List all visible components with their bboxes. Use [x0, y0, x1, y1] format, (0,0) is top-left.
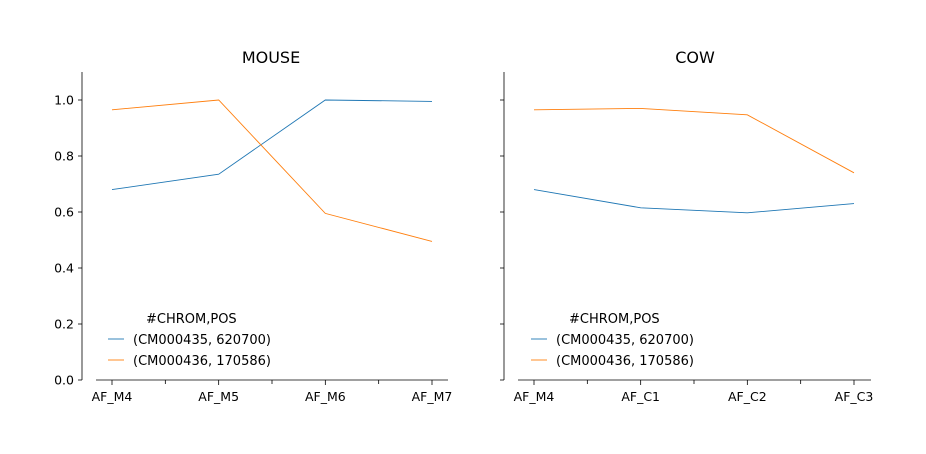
- legend-title: #CHROM,POS: [569, 312, 660, 327]
- series-line-1: [533, 189, 855, 214]
- chart-title: COW: [675, 48, 715, 67]
- series-line-1: [111, 99, 433, 191]
- x-tick-label: AF_M6: [305, 389, 346, 404]
- legend: #CHROM,POS (CM000435, 620700) (CM000436, 1…: [108, 312, 271, 369]
- legend: #CHROM,POS (CM000435, 620700) (CM000436, 1…: [531, 312, 694, 369]
- series-line-2: [533, 107, 855, 174]
- series-line-2: [111, 99, 433, 242]
- x-tick-label: AF_M4: [514, 389, 555, 404]
- legend-title: #CHROM,POS: [146, 312, 237, 327]
- cow-panel: COW AF_M4 AF_C1 AF_C2 AF_C3 #CHROM,POS (CM0004…: [500, 48, 873, 404]
- y-tick-label: 0.8: [54, 149, 74, 164]
- x-tick-label: AF_C3: [835, 389, 874, 404]
- y-tick-label: 0.6: [54, 205, 74, 220]
- chart-title: MOUSE: [242, 48, 300, 67]
- legend-entry-label: (CM000435, 620700): [133, 333, 271, 348]
- x-tick-label: AF_M4: [92, 389, 133, 404]
- x-tick-label: AF_C2: [728, 389, 767, 404]
- legend-entry-label: (CM000436, 170586): [133, 354, 271, 369]
- x-tick-label: AF_M5: [198, 389, 239, 404]
- mouse-panel: MOUSE 0.0 0.2 0.4 0.6 0.8 1.0 AF_M4 AF_M5 AF_M6 AF…: [54, 48, 452, 404]
- x-tick-label: AF_C1: [621, 389, 660, 404]
- y-tick-label: 1.0: [54, 93, 74, 108]
- legend-entry-label: (CM000436, 170586): [556, 354, 694, 369]
- y-tick-label: 0.4: [54, 261, 74, 276]
- legend-entry-label: (CM000435, 620700): [556, 333, 694, 348]
- y-tick-label: 0.0: [54, 373, 74, 388]
- y-tick-label: 0.2: [54, 317, 74, 332]
- x-tick-label: AF_M7: [412, 389, 453, 404]
